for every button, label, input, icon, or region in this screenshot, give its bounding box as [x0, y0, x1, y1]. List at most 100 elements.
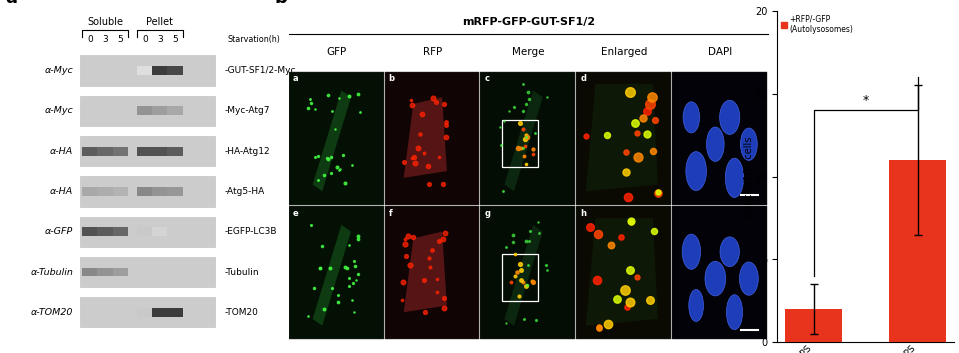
Text: h: h — [580, 209, 586, 218]
Ellipse shape — [719, 100, 739, 134]
Text: g: g — [484, 209, 490, 218]
Text: d: d — [580, 74, 586, 83]
FancyBboxPatch shape — [168, 147, 182, 156]
Polygon shape — [504, 225, 543, 326]
Text: e: e — [292, 209, 298, 218]
Bar — [785, 309, 842, 342]
Ellipse shape — [739, 262, 759, 295]
FancyBboxPatch shape — [385, 206, 480, 339]
Text: -TOM20: -TOM20 — [224, 308, 258, 317]
FancyBboxPatch shape — [137, 187, 152, 196]
Text: 3: 3 — [103, 35, 108, 44]
Text: DAPI: DAPI — [708, 47, 733, 57]
Text: Starvation(h): Starvation(h) — [227, 35, 280, 44]
FancyBboxPatch shape — [79, 95, 216, 127]
Text: α-Tubulin: α-Tubulin — [31, 268, 74, 276]
Polygon shape — [404, 232, 447, 312]
Y-axis label: Puncta/100 cells: Puncta/100 cells — [744, 136, 754, 217]
FancyBboxPatch shape — [98, 187, 112, 196]
FancyBboxPatch shape — [168, 66, 182, 75]
Text: 0: 0 — [87, 35, 93, 44]
Text: α-TOM20: α-TOM20 — [31, 308, 74, 317]
Polygon shape — [313, 90, 351, 191]
FancyBboxPatch shape — [98, 147, 112, 156]
FancyBboxPatch shape — [112, 147, 128, 156]
FancyBboxPatch shape — [168, 187, 182, 196]
Polygon shape — [586, 84, 658, 191]
FancyBboxPatch shape — [79, 256, 216, 288]
FancyBboxPatch shape — [289, 72, 384, 205]
FancyBboxPatch shape — [576, 72, 671, 205]
Polygon shape — [313, 225, 351, 326]
Text: a: a — [292, 74, 298, 83]
FancyBboxPatch shape — [576, 206, 671, 339]
Text: 5: 5 — [173, 35, 178, 44]
FancyBboxPatch shape — [480, 72, 575, 205]
FancyBboxPatch shape — [79, 54, 216, 87]
Text: 5: 5 — [117, 35, 123, 44]
Bar — [502, 255, 538, 301]
Ellipse shape — [686, 152, 707, 191]
Text: -GUT-SF1/2-Myc: -GUT-SF1/2-Myc — [224, 66, 296, 75]
FancyBboxPatch shape — [79, 296, 216, 328]
Text: α-Myc: α-Myc — [45, 106, 74, 115]
FancyBboxPatch shape — [82, 227, 98, 236]
Text: +LPS: +LPS — [775, 260, 784, 284]
FancyBboxPatch shape — [82, 187, 98, 196]
FancyBboxPatch shape — [137, 227, 152, 236]
Ellipse shape — [689, 289, 704, 322]
FancyBboxPatch shape — [79, 135, 216, 167]
FancyBboxPatch shape — [672, 72, 767, 205]
FancyBboxPatch shape — [82, 147, 98, 156]
FancyBboxPatch shape — [112, 187, 128, 196]
Ellipse shape — [726, 295, 742, 330]
FancyBboxPatch shape — [82, 268, 98, 276]
Text: mRFP-GFP-GUT-SF1/2: mRFP-GFP-GUT-SF1/2 — [462, 17, 595, 27]
Ellipse shape — [707, 127, 724, 161]
FancyBboxPatch shape — [168, 106, 182, 115]
Text: α-Myc: α-Myc — [45, 66, 74, 75]
FancyBboxPatch shape — [152, 308, 168, 317]
Text: 0: 0 — [142, 35, 148, 44]
Ellipse shape — [682, 234, 700, 269]
FancyBboxPatch shape — [289, 206, 384, 339]
FancyBboxPatch shape — [672, 206, 767, 339]
Text: b: b — [388, 74, 394, 83]
FancyBboxPatch shape — [152, 187, 168, 196]
FancyBboxPatch shape — [112, 268, 128, 276]
FancyBboxPatch shape — [137, 308, 152, 317]
FancyBboxPatch shape — [112, 227, 128, 236]
Text: a: a — [5, 0, 17, 7]
Ellipse shape — [720, 237, 739, 267]
FancyBboxPatch shape — [168, 308, 182, 317]
FancyBboxPatch shape — [152, 106, 168, 115]
Text: c: c — [484, 74, 489, 83]
Text: α-HA: α-HA — [50, 146, 74, 156]
FancyBboxPatch shape — [79, 216, 216, 248]
Ellipse shape — [683, 102, 700, 133]
Text: α-HA: α-HA — [50, 187, 74, 196]
FancyBboxPatch shape — [152, 227, 168, 236]
Text: Soluble: Soluble — [87, 17, 123, 27]
Text: -EGFP-LC3B: -EGFP-LC3B — [224, 227, 277, 236]
Ellipse shape — [705, 261, 726, 296]
Text: α-GFP: α-GFP — [45, 227, 74, 236]
FancyBboxPatch shape — [480, 206, 575, 339]
Bar — [502, 120, 538, 167]
FancyBboxPatch shape — [137, 66, 152, 75]
Text: -LPS: -LPS — [775, 128, 784, 147]
Text: b: b — [274, 0, 287, 7]
Ellipse shape — [725, 158, 743, 197]
FancyBboxPatch shape — [98, 227, 112, 236]
Text: 3: 3 — [157, 35, 163, 44]
Polygon shape — [586, 218, 658, 326]
FancyBboxPatch shape — [385, 72, 480, 205]
FancyBboxPatch shape — [79, 175, 216, 208]
Text: -Myc-Atg7: -Myc-Atg7 — [224, 106, 270, 115]
Text: -HA-Atg12: -HA-Atg12 — [224, 146, 270, 156]
Ellipse shape — [740, 128, 758, 160]
Text: Merge: Merge — [512, 47, 545, 57]
FancyBboxPatch shape — [152, 66, 168, 75]
FancyBboxPatch shape — [137, 147, 152, 156]
Text: GFP: GFP — [326, 47, 347, 57]
